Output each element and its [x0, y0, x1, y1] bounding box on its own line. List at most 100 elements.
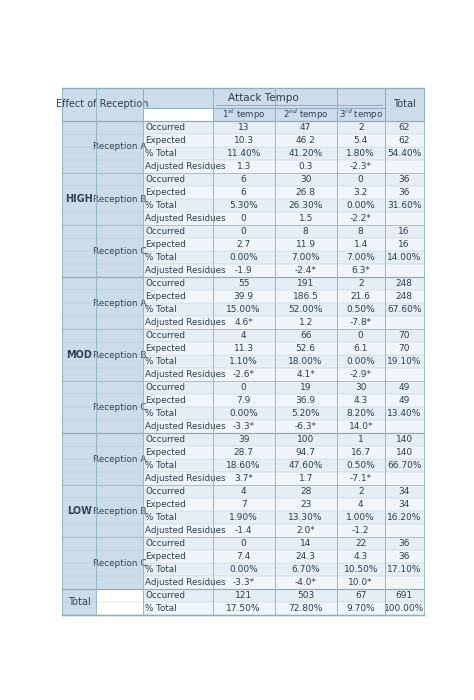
Bar	[143, 264, 423, 277]
Text: % Total: % Total	[145, 201, 177, 210]
Text: Occurred: Occurred	[145, 487, 185, 496]
Text: Expected: Expected	[145, 396, 186, 405]
Text: 22: 22	[355, 539, 366, 548]
Text: Occurred: Occurred	[145, 279, 185, 288]
Bar	[143, 589, 423, 602]
Text: 0.00%: 0.00%	[229, 410, 258, 418]
Text: 34: 34	[399, 487, 410, 496]
Text: 1: 1	[358, 435, 364, 444]
Text: 24.3: 24.3	[296, 552, 316, 561]
Text: Occurred: Occurred	[145, 435, 185, 444]
Text: 2$^{nd}$ tempo: 2$^{nd}$ tempo	[283, 107, 328, 122]
Bar	[385, 88, 423, 121]
Text: 0: 0	[358, 331, 364, 340]
Text: 34: 34	[399, 500, 410, 509]
Text: Adjusted Residues: Adjusted Residues	[145, 578, 226, 587]
Bar	[143, 381, 423, 394]
Text: -2.9*: -2.9*	[350, 370, 372, 379]
Text: 23: 23	[300, 500, 311, 509]
Text: 36: 36	[398, 539, 410, 548]
Text: Reception B: Reception B	[93, 507, 146, 516]
Text: Expected: Expected	[145, 188, 186, 197]
Bar	[96, 173, 143, 225]
Bar	[143, 342, 423, 355]
Text: 94.7: 94.7	[296, 448, 316, 457]
Text: 0.3: 0.3	[299, 162, 313, 171]
Bar	[275, 108, 337, 121]
Bar	[143, 446, 423, 459]
Text: 8.20%: 8.20%	[346, 410, 375, 418]
Text: 1.80%: 1.80%	[346, 149, 375, 158]
Text: % Total: % Total	[145, 410, 177, 418]
Text: -2.6*: -2.6*	[233, 370, 255, 379]
Bar	[143, 225, 423, 238]
Text: 47.60%: 47.60%	[289, 461, 323, 470]
Text: Reception A: Reception A	[93, 143, 146, 151]
Text: % Total: % Total	[145, 513, 177, 522]
Text: 6: 6	[241, 188, 246, 197]
Text: HIGH: HIGH	[65, 194, 93, 204]
Text: 0: 0	[241, 383, 246, 392]
Bar	[143, 134, 423, 147]
Bar	[143, 511, 423, 524]
Text: 10.50%: 10.50%	[344, 566, 378, 574]
Text: 1.00%: 1.00%	[346, 513, 375, 522]
Text: Occurred: Occurred	[145, 123, 185, 132]
Bar	[143, 303, 423, 316]
Text: 10.0*: 10.0*	[348, 578, 373, 587]
Text: 49: 49	[399, 396, 410, 405]
Bar	[63, 589, 96, 615]
Text: -3.3*: -3.3*	[233, 422, 255, 431]
Text: 67: 67	[355, 592, 366, 601]
Text: 28: 28	[300, 487, 311, 496]
Text: % Total: % Total	[145, 357, 177, 366]
Text: 10.3: 10.3	[234, 136, 254, 145]
Text: 66: 66	[300, 331, 311, 340]
Bar	[143, 576, 423, 589]
Text: 13.40%: 13.40%	[387, 410, 421, 418]
Text: 7.00%: 7.00%	[346, 253, 375, 262]
Text: Reception C: Reception C	[93, 559, 146, 568]
Text: 36: 36	[398, 552, 410, 561]
Bar	[143, 329, 423, 342]
Bar	[143, 537, 423, 550]
Bar	[96, 121, 143, 173]
Text: 17.10%: 17.10%	[387, 566, 421, 574]
Text: Expected: Expected	[145, 136, 186, 145]
Text: 13: 13	[238, 123, 249, 132]
Text: 5.4: 5.4	[354, 136, 368, 145]
Text: 0: 0	[241, 214, 246, 223]
Text: -1.2: -1.2	[352, 526, 369, 536]
Text: 7.9: 7.9	[237, 396, 251, 405]
Text: 18.00%: 18.00%	[289, 357, 323, 366]
Text: Reception A: Reception A	[93, 455, 146, 463]
Text: 1.3: 1.3	[237, 162, 251, 171]
Text: 0.00%: 0.00%	[346, 357, 375, 366]
Text: 4: 4	[358, 500, 364, 509]
Text: 7.4: 7.4	[237, 552, 251, 561]
Text: 1.10%: 1.10%	[229, 357, 258, 366]
Text: -6.3*: -6.3*	[295, 422, 317, 431]
Bar	[96, 485, 143, 537]
Text: % Total: % Total	[145, 566, 177, 574]
Text: -2.2*: -2.2*	[350, 214, 372, 223]
Text: 36: 36	[398, 188, 410, 197]
Text: 41.20%: 41.20%	[289, 149, 323, 158]
Text: 19.10%: 19.10%	[387, 357, 421, 366]
Text: Expected: Expected	[145, 292, 186, 301]
Text: -3.3*: -3.3*	[233, 578, 255, 587]
Bar	[143, 550, 423, 564]
Text: 16.20%: 16.20%	[387, 513, 421, 522]
Text: Attack Tempo: Attack Tempo	[228, 93, 299, 103]
Bar	[143, 407, 423, 420]
Text: 14.0*: 14.0*	[348, 422, 373, 431]
Text: 11.3: 11.3	[234, 344, 254, 353]
Bar	[143, 199, 423, 212]
Bar	[63, 277, 96, 433]
Text: 691: 691	[395, 592, 413, 601]
Text: 140: 140	[396, 435, 413, 444]
Text: 1.5: 1.5	[299, 214, 313, 223]
Text: Adjusted Residues: Adjusted Residues	[145, 474, 226, 483]
Bar	[143, 316, 423, 329]
Text: % Total: % Total	[145, 253, 177, 262]
